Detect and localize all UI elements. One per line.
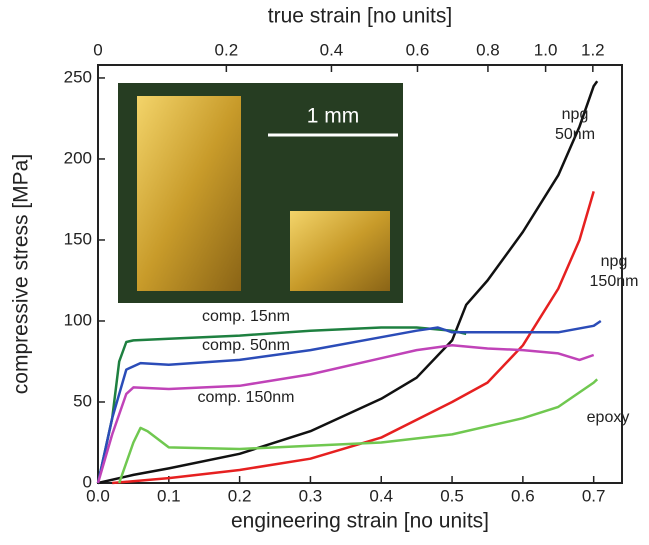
x2-tick-label: 0.8 <box>476 40 500 59</box>
plot: 1 mm engineering strain [no units] true … <box>0 0 649 545</box>
x2-tick-label: 0.4 <box>320 40 344 59</box>
y-tick-label: 150 <box>64 229 92 248</box>
series-label: comp. 15nm <box>186 307 306 327</box>
y-tick-label: 100 <box>64 310 92 329</box>
series-label: npg 150nm <box>589 252 639 292</box>
series-label: comp. 150nm <box>186 388 306 408</box>
y-axis-title: compressive stress [MPa] <box>10 154 33 394</box>
y-tick-label: 50 <box>73 391 92 410</box>
x2-axis-title: true strain [no units] <box>268 5 452 28</box>
x-tick-label: 0.4 <box>369 486 393 505</box>
x-axis-title: engineering strain [no units] <box>231 510 489 533</box>
y-tick-label: 0 <box>83 472 92 491</box>
x2-tick-label: 1.2 <box>581 40 605 59</box>
series-line <box>98 321 601 483</box>
series-label: comp. 50nm <box>186 336 306 356</box>
series-label: npg 50nm <box>555 105 595 145</box>
x-tick-label: 0.5 <box>440 486 464 505</box>
x-tick-label: 0.6 <box>511 486 535 505</box>
x-tick-label: 0.7 <box>582 486 606 505</box>
x-tick-label: 0.1 <box>157 486 181 505</box>
x2-tick-label: 0.2 <box>215 40 239 59</box>
chart: 1 mm engineering strain [no units] true … <box>0 0 649 545</box>
x2-tick-label: 0.6 <box>406 40 430 59</box>
y-tick-label: 200 <box>64 148 92 167</box>
scale-label: 1 mm <box>307 105 360 128</box>
inset-photo: 1 mm <box>118 83 403 303</box>
x2-tick-label: 1.0 <box>534 40 558 59</box>
x-tick-label: 0.3 <box>299 486 323 505</box>
y-tick-label: 250 <box>64 67 92 86</box>
series-label: epoxy <box>578 408 638 428</box>
x2-tick-label: 0 <box>93 40 102 59</box>
x-tick-label: 0.2 <box>228 486 252 505</box>
